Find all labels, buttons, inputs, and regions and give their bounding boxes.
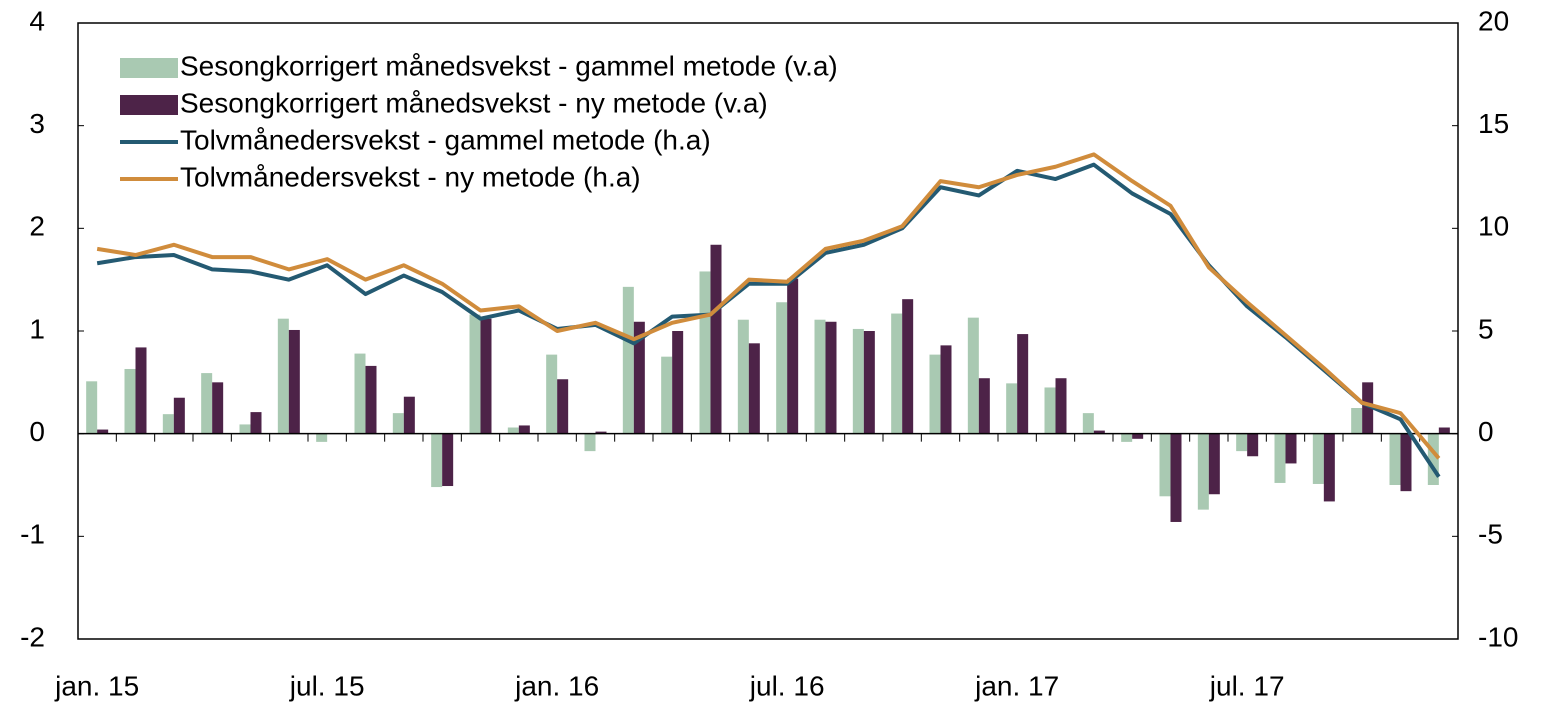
bar [902,299,914,434]
bar [978,378,990,434]
bar [173,397,185,434]
bar [852,328,864,434]
bar [250,412,262,434]
bar [967,317,979,434]
bar [469,314,481,434]
bar [1093,430,1105,434]
bar [316,433,328,442]
y-tick-label: 4 [29,5,45,36]
bar [1427,433,1439,485]
bar [354,353,366,434]
y2-tick-label: 20 [1478,5,1509,36]
x-tick-label: jul. 17 [1209,670,1285,701]
bar [431,433,443,488]
bar [1082,413,1094,434]
bar [776,302,788,434]
bar [940,345,952,434]
legend-label: Sesongkorrigert månedsvekst - gammel met… [180,50,838,81]
bar [929,354,941,434]
bar [365,365,377,434]
bar [1285,433,1297,464]
bar [1362,382,1374,434]
bar [97,429,109,434]
bar [135,347,147,434]
bar [162,414,174,434]
line [96,152,1441,460]
bar [546,354,558,434]
bar [1044,387,1056,434]
bar [699,271,711,434]
bar [518,425,530,434]
bar [480,318,492,434]
y-tick-label: -2 [20,621,45,652]
legend-label: Sesongkorrigert månedsvekst - ny metode … [180,87,768,118]
bar [710,244,722,434]
x-tick-label: jan. 15 [54,670,139,701]
bar [1438,427,1450,434]
bar [239,424,251,434]
y-tick-label: -1 [20,519,45,550]
y2-tick-label: 5 [1478,313,1494,344]
bar [622,286,634,434]
y2-tick-label: 0 [1478,416,1494,447]
bar [814,319,826,434]
bar [1159,433,1171,497]
bar [1236,433,1248,452]
bar [288,329,300,434]
bar [124,368,136,434]
legend-swatch [120,58,178,78]
bar [595,431,607,434]
bar [1208,433,1220,495]
bar [212,382,224,434]
bar [1121,433,1133,442]
bar [1170,433,1182,522]
bar [863,331,875,434]
x-tick-label: jul. 16 [749,670,825,701]
bar [1351,408,1363,434]
y2-tick-label: -10 [1478,621,1518,652]
x-tick-label: jul. 15 [289,670,365,701]
bar [672,331,684,434]
bar [1197,433,1209,510]
bar [1132,433,1144,439]
bar [86,381,98,434]
y-tick-label: 3 [29,108,45,139]
y2-tick-label: 15 [1478,108,1509,139]
bar [392,413,404,434]
bar [277,318,289,434]
bar [1323,433,1335,502]
bar [557,379,569,434]
x-tick-label: jan. 17 [974,670,1059,701]
y-tick-label: 2 [29,211,45,242]
legend-label: Tolvmånedersvekst - ny metode (h.a) [180,161,641,192]
bar [1006,383,1018,434]
bar [787,278,799,434]
y-tick-label: 0 [29,416,45,447]
bar [442,433,454,487]
legend-swatch [120,95,178,115]
bar [633,321,645,434]
bar [1017,334,1029,434]
y2-tick-label: 10 [1478,211,1509,242]
bar [1055,378,1067,434]
y-tick-label: 1 [29,313,45,344]
bar [584,433,596,452]
y2-tick-label: -5 [1478,519,1503,550]
bar [748,343,760,434]
bar [1274,433,1286,483]
bar [1312,433,1324,484]
bar [403,396,415,434]
legend-label: Tolvmånedersvekst - gammel metode (h.a) [180,124,711,155]
bar [661,356,673,434]
bar [1389,433,1401,485]
bar [891,313,903,434]
bar [201,373,213,434]
x-tick-label: jan. 16 [514,670,599,701]
bar [737,319,749,434]
bar [1400,433,1412,492]
bar [825,321,837,434]
bar [1247,433,1259,457]
bar [507,427,519,434]
